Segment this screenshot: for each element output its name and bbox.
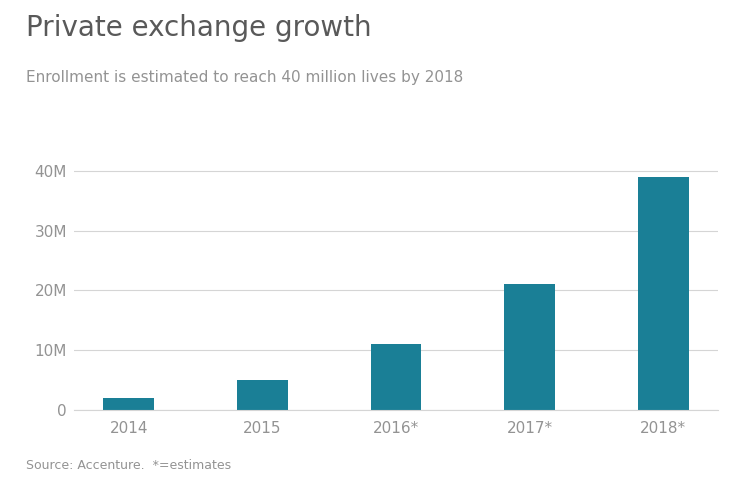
- Bar: [237, 380, 288, 410]
- Text: Private exchange growth: Private exchange growth: [26, 14, 371, 42]
- Bar: [504, 284, 555, 410]
- Text: Enrollment is estimated to reach 40 million lives by 2018: Enrollment is estimated to reach 40 mill…: [26, 70, 463, 85]
- Bar: [104, 398, 154, 410]
- Bar: [638, 177, 688, 410]
- Bar: [371, 344, 421, 410]
- Text: Source: Accenture.  *=estimates: Source: Accenture. *=estimates: [26, 459, 231, 472]
